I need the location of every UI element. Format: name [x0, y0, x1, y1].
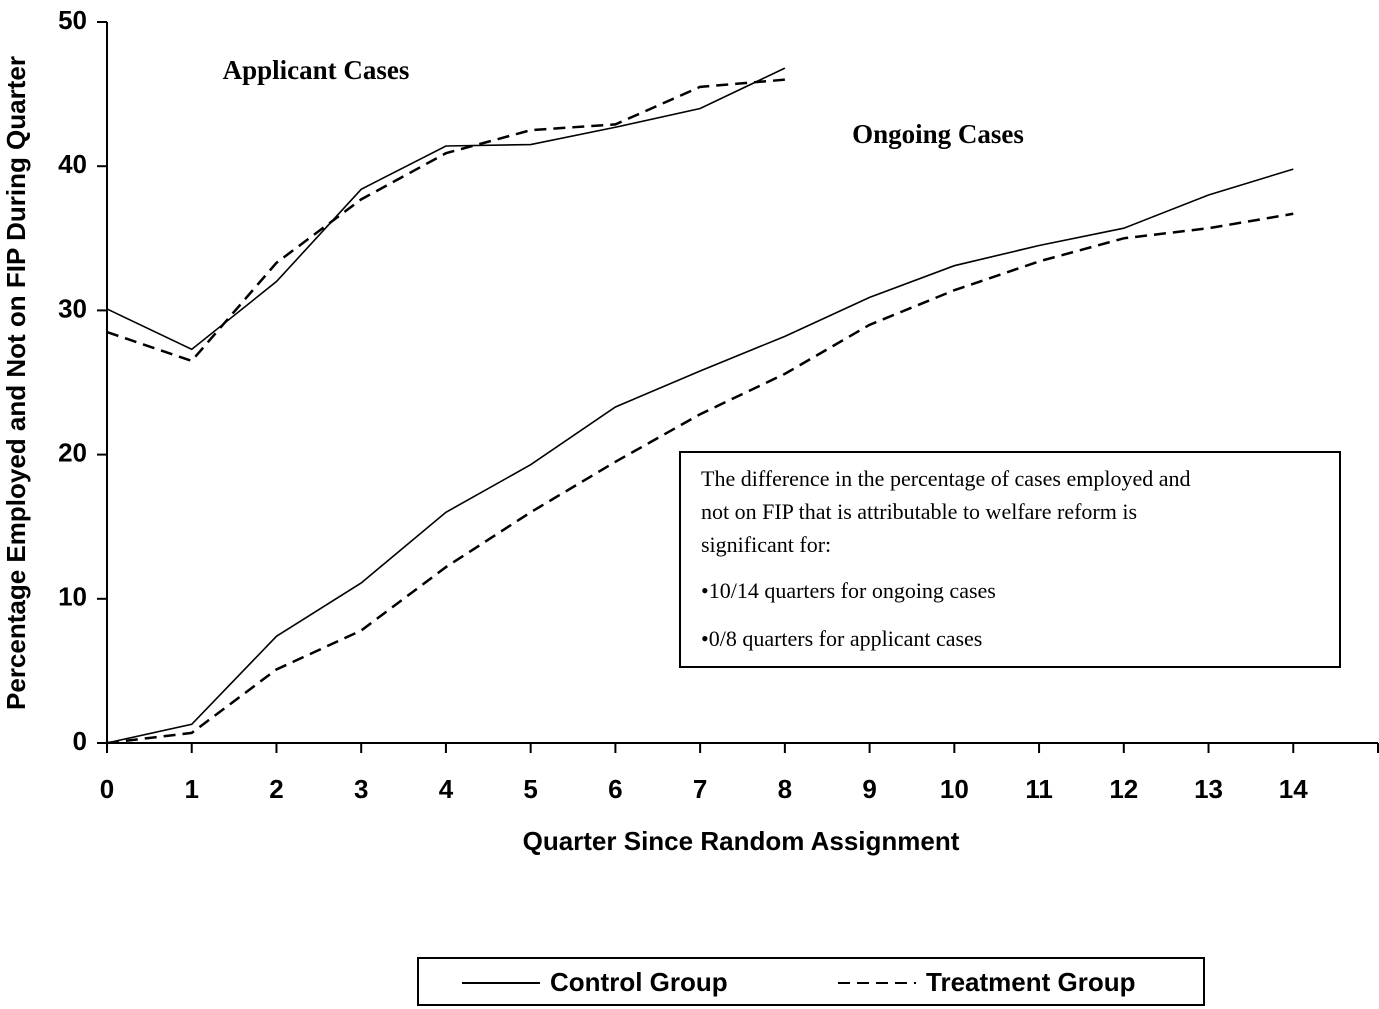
x-tick-label: 9 — [862, 774, 876, 804]
y-tick-label: 40 — [58, 149, 87, 179]
x-tick-label: 11 — [1025, 774, 1053, 804]
x-tick-label: 2 — [269, 774, 283, 804]
note-line: significant for: — [701, 532, 831, 557]
x-tick-label: 3 — [354, 774, 368, 804]
x-tick-label: 10 — [940, 774, 969, 804]
line-series — [106, 78, 785, 363]
x-tick-label: 7 — [693, 774, 707, 804]
x-tick-label: 5 — [523, 774, 537, 804]
note-line: The difference in the percentage of case… — [701, 466, 1190, 491]
x-tick-label: 1 — [184, 774, 198, 804]
legend-label: Control Group — [550, 967, 728, 997]
legend — [417, 957, 1205, 1006]
y-tick-label: 0 — [73, 726, 87, 756]
line-series — [106, 212, 1294, 745]
x-tick-label: 12 — [1109, 774, 1138, 804]
group-label: Ongoing Cases — [852, 119, 1024, 149]
x-tick-label: 4 — [439, 774, 454, 804]
line-series — [106, 168, 1294, 744]
x-tick-label: 8 — [778, 774, 792, 804]
note-line: not on FIP that is attributable to welfa… — [701, 499, 1137, 524]
note-bullet: •10/14 quarters for ongoing cases — [701, 578, 996, 603]
note-box — [679, 451, 1341, 668]
x-tick-label: 6 — [608, 774, 622, 804]
x-axis-title: Quarter Since Random Assignment — [523, 826, 960, 856]
y-tick-label: 30 — [58, 293, 87, 323]
legend-label: Treatment Group — [926, 967, 1135, 997]
y-tick-label: 10 — [58, 582, 87, 612]
x-tick-label: 14 — [1279, 774, 1308, 804]
group-label: Applicant Cases — [223, 55, 410, 85]
y-tick-label: 20 — [58, 437, 87, 467]
line-series — [106, 67, 786, 351]
y-axis-title: Percentage Employed and Not on FIP Durin… — [1, 56, 31, 710]
y-tick-label: 50 — [58, 5, 87, 35]
note-bullet: •0/8 quarters for applicant cases — [701, 626, 982, 651]
x-tick-label: 13 — [1194, 774, 1223, 804]
x-tick-label: 0 — [100, 774, 114, 804]
